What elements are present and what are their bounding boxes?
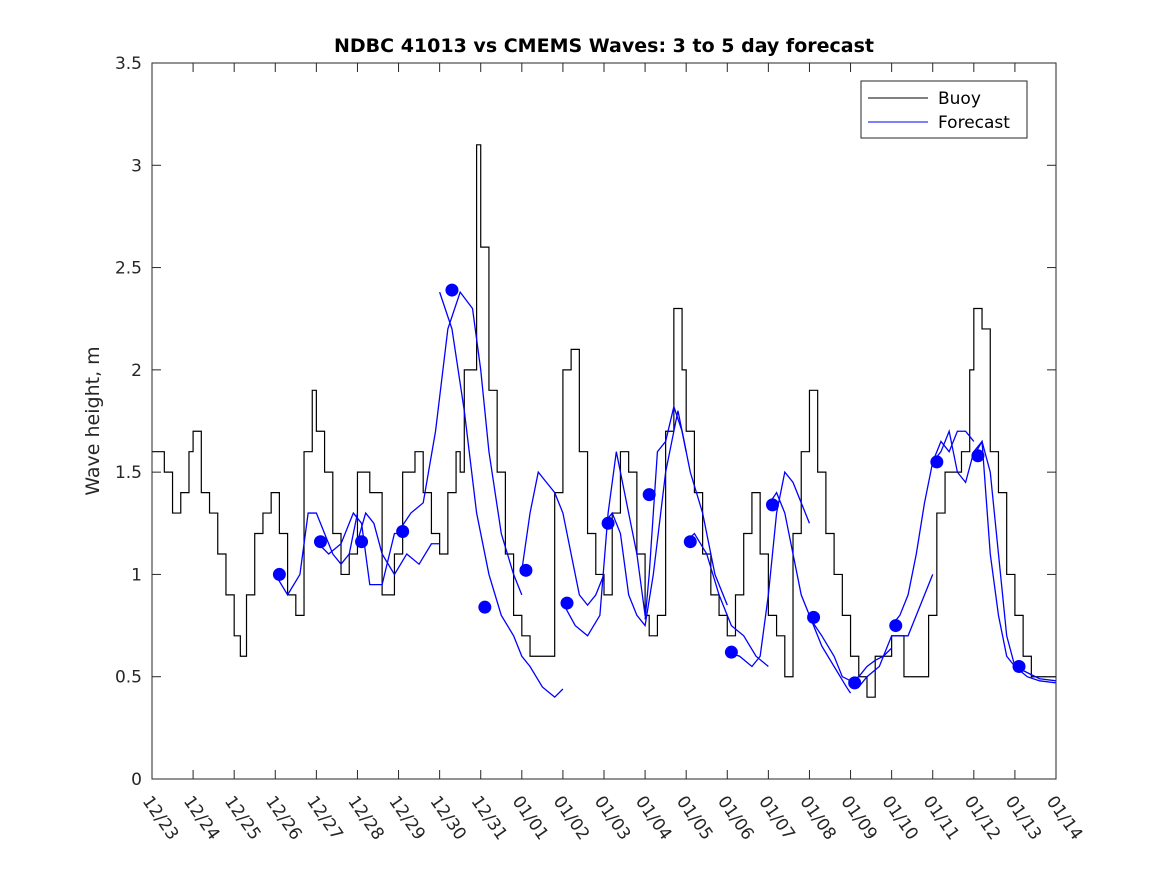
forecast-segment-1 [274,512,359,597]
forecast-segment-14 [850,574,934,688]
forecast-start-point-10 [642,488,656,502]
series-layer [152,144,1057,699]
forecast-segment-10 [685,532,769,667]
legend-forecast-label: Forecast [938,113,1010,133]
plot-area [152,63,1056,779]
forecast-start-point-12 [724,645,738,659]
legend-box [860,80,1028,139]
forecast-start-point-9 [601,516,615,530]
forecast-start-point-4 [396,524,410,538]
forecast-start-point-1 [272,567,286,581]
forecast-segment-2 [315,511,399,586]
forecast-segment-6 [521,470,605,607]
y-tick-label: 1.5 [115,463,142,483]
forecast-segment-8 [603,410,687,628]
y-tick-label: 3 [131,156,142,176]
chart-title: NDBC 41013 vs CMEMS Waves: 3 to 5 day fo… [334,35,874,57]
forecast-segment-12 [767,491,852,694]
forecast-start-point-17 [930,455,944,469]
y-tick-label: 3.5 [115,54,142,74]
y-tick-label: 2 [131,361,142,381]
forecast-start-point-3 [355,535,369,549]
forecast-start-point-19 [1012,659,1026,673]
y-tick-label: 1 [131,565,142,585]
legend: Buoy Forecast [860,80,1028,139]
forecast-start-point-15 [848,676,862,690]
forecast-segment-3 [356,511,440,576]
forecast-segment-7 [562,451,646,637]
forecast-start-point-18 [971,449,985,463]
forecast-segment-4 [398,290,523,596]
forecast-start-point-5 [445,283,459,297]
forecast-start-point-8 [560,596,574,610]
forecast-start-point-14 [807,610,821,624]
forecast-start-point-16 [889,619,903,633]
forecast-start-point-6 [478,600,492,614]
y-tick-label: 0 [131,770,142,790]
forecast-segment-11 [727,470,811,668]
legend-buoy-label: Buoy [938,89,981,109]
forecast-segment-17 [973,439,1057,684]
forecast-start-point-13 [765,498,779,512]
forecast-start-point-7 [519,563,533,577]
forecast-start-point-2 [313,535,327,549]
forecast-start-point-11 [683,535,697,549]
y-tick-label: 0.5 [115,668,142,688]
forecast-segment-9 [644,404,728,620]
buoy-series-line [152,144,1056,698]
y-axis-label: Wave height, m [82,346,104,495]
forecast-segment-5 [439,291,564,699]
y-tick-label: 2.5 [115,259,142,279]
